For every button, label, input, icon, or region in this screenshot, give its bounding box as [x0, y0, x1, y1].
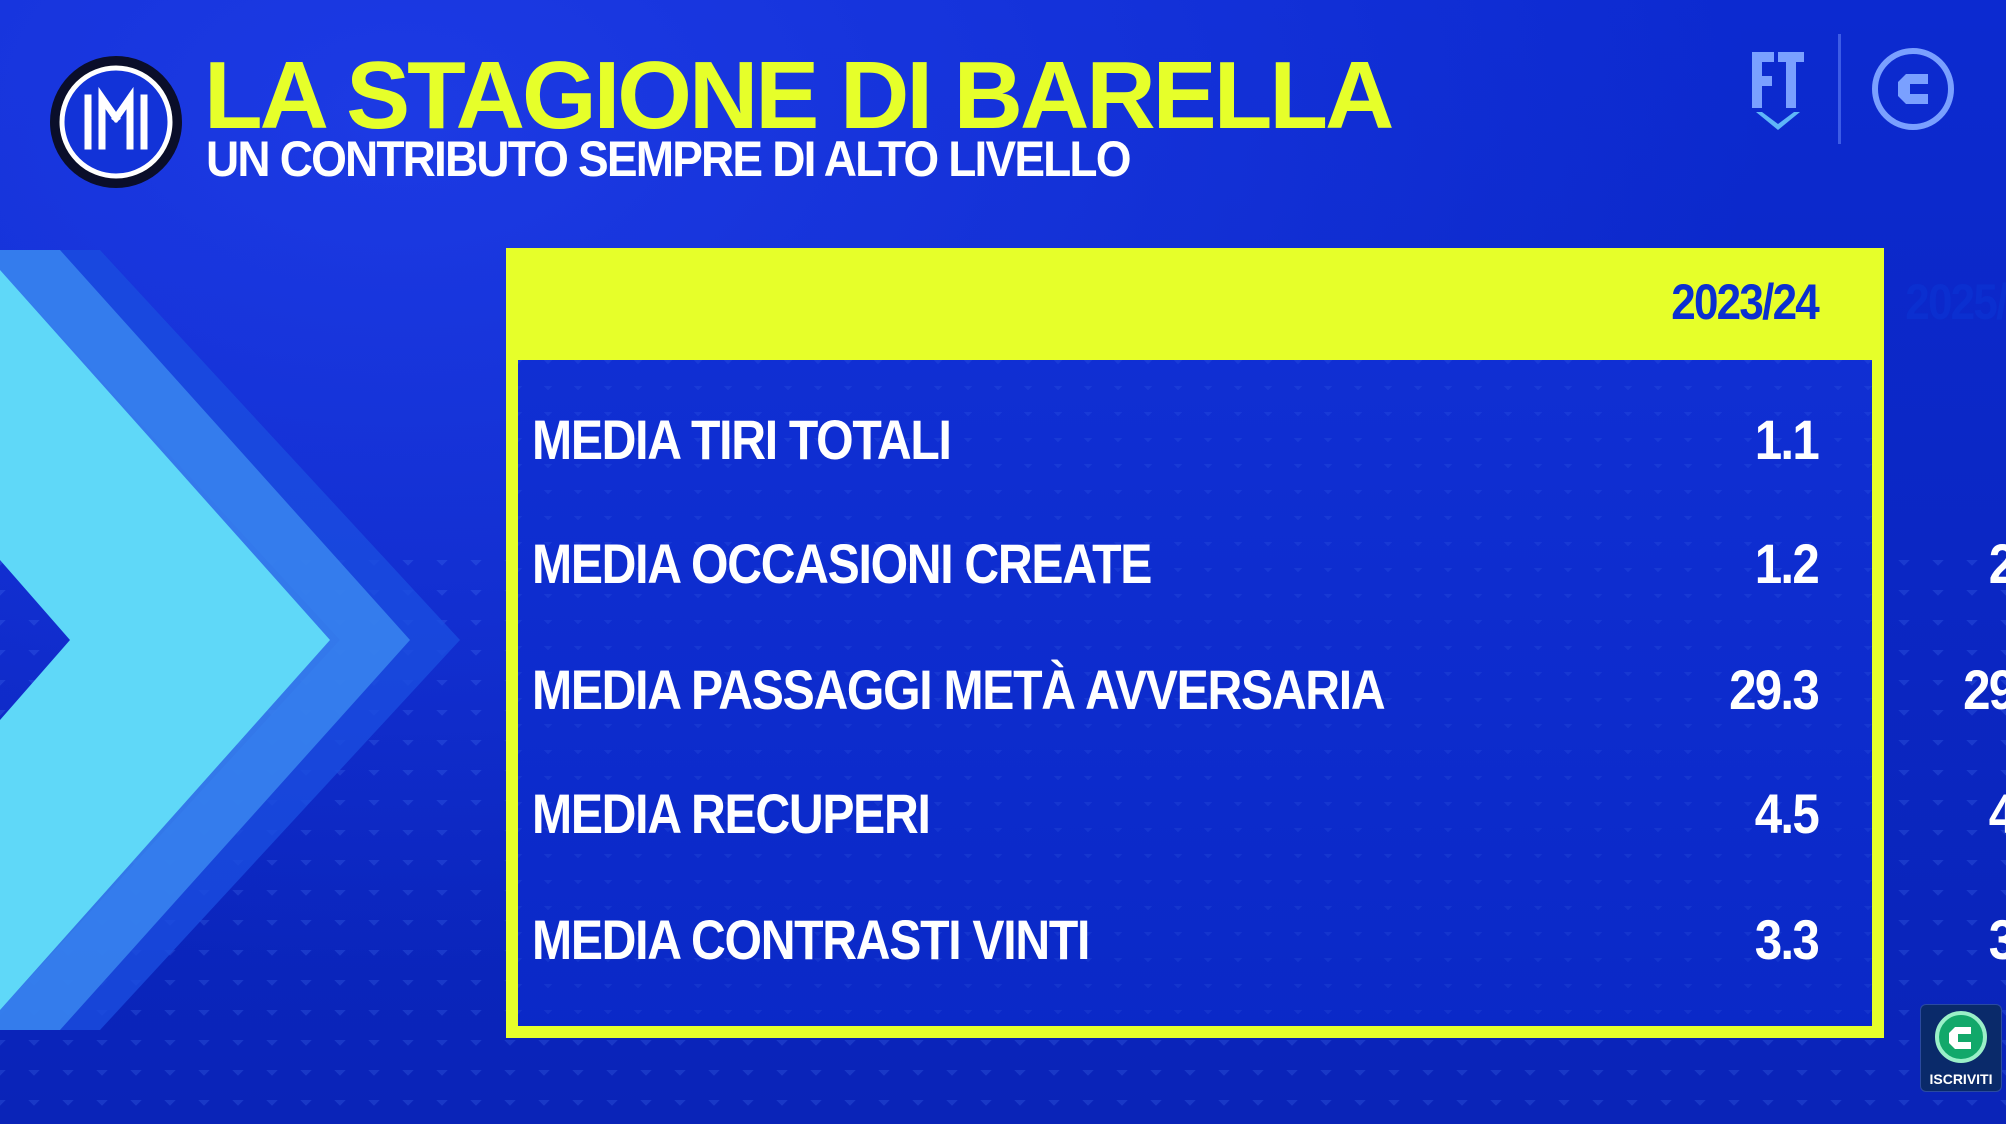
stats-table: 2023/24 2025/26 MEDIA TIRI TOTALI 1.1 1 …: [506, 248, 2006, 1038]
row-label: MEDIA CONTRASTI VINTI: [532, 908, 1090, 971]
row-value-season-2: 3.3: [1876, 908, 2006, 972]
table-row: MEDIA CONTRASTI VINTI 3.3 3.3: [518, 900, 2006, 980]
column-header-season-1: 2023/24: [1671, 274, 1819, 330]
row-label: MEDIA TIRI TOTALI: [532, 408, 952, 471]
row-value-season-2: 1: [1876, 408, 2006, 472]
table-row: MEDIA OCCASIONI CREATE 1.2 2.4: [518, 524, 2006, 604]
table-header: 2023/24 2025/26: [506, 248, 2006, 358]
page-title: LA STAGIONE DI BARELLA: [204, 42, 1394, 149]
club-logo: [50, 56, 182, 188]
row-label: MEDIA RECUPERI: [532, 782, 931, 845]
row-value-season-1: 1.1: [1754, 408, 1820, 471]
row-label: MEDIA PASSAGGI METÀ AVVERSARIA: [532, 658, 1386, 721]
table-row: MEDIA TIRI TOTALI 1.1 1: [518, 400, 1872, 480]
row-value-season-2: 4.9: [1876, 782, 2006, 846]
logo-divider: [1838, 34, 1841, 144]
subscribe-label: ISCRIVITI: [1929, 1071, 1993, 1087]
page-subtitle: UN CONTRIBUTO SEMPRE DI ALTO LIVELLO: [206, 131, 1131, 187]
column-header-season-2: 2025/26: [1905, 274, 2006, 330]
row-value-season-2: 2.4: [1876, 532, 2006, 596]
chevron-decoration: [0, 250, 460, 1030]
row-value-season-1: 1.2: [1754, 532, 1820, 595]
subscribe-button[interactable]: ISCRIVITI: [1920, 1004, 2002, 1092]
row-value-season-1: 3.3: [1754, 908, 1820, 971]
row-value-season-1: 29.3: [1729, 658, 1820, 721]
table-row: MEDIA RECUPERI 4.5 4.9: [518, 774, 2006, 854]
subscribe-logo-icon: [1935, 1011, 1987, 1063]
table-row: MEDIA PASSAGGI METÀ AVVERSARIA 29.3 29.1: [518, 650, 2006, 730]
table-body: MEDIA TIRI TOTALI 1.1 1 MEDIA OCCASIONI …: [518, 360, 2006, 1026]
channel-logo: [1872, 48, 1954, 130]
row-value-season-2: 29.1: [1963, 658, 2006, 721]
row-value-season-1: 4.5: [1754, 782, 1820, 845]
row-label: MEDIA OCCASIONI CREATE: [532, 532, 1152, 595]
ft-logo: [1752, 52, 1804, 130]
